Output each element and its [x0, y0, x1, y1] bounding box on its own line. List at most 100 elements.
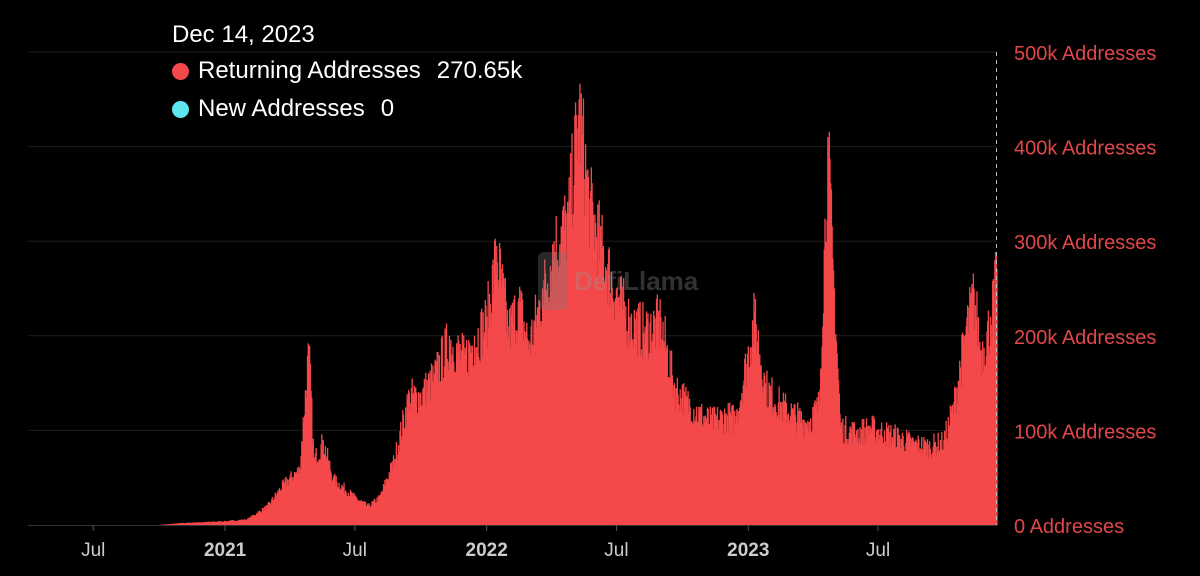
- bar: [858, 438, 861, 525]
- bar: [968, 307, 970, 525]
- bar: [388, 472, 390, 525]
- bar: [522, 340, 524, 525]
- bar: [401, 435, 403, 525]
- bar: [868, 433, 871, 525]
- bar: [535, 315, 537, 525]
- bar: [405, 426, 408, 525]
- bar: [420, 405, 423, 525]
- bar: [944, 439, 947, 525]
- bar: [493, 293, 495, 525]
- bar: [180, 523, 183, 525]
- bar: [214, 521, 216, 525]
- returning-addresses-series: [159, 83, 998, 526]
- bar: [984, 365, 986, 525]
- bar: [603, 283, 605, 525]
- bar: [181, 523, 183, 525]
- bar: [496, 245, 498, 525]
- bar: [529, 355, 532, 525]
- bar: [509, 348, 512, 525]
- bar: [718, 420, 721, 525]
- bar: [899, 448, 901, 525]
- bar: [291, 477, 293, 525]
- bar: [324, 454, 326, 525]
- bar: [460, 350, 463, 525]
- bar: [708, 423, 710, 525]
- bar: [965, 326, 967, 525]
- bar: [622, 286, 624, 525]
- tooltip-series-name: Returning Addresses: [198, 57, 421, 84]
- bar: [305, 390, 307, 525]
- bar: [456, 352, 458, 525]
- bar: [280, 491, 282, 525]
- bar: [460, 361, 462, 525]
- bar: [761, 392, 764, 525]
- bar: [837, 380, 840, 525]
- bar: [605, 267, 607, 525]
- bar: [617, 296, 620, 525]
- bar: [491, 312, 493, 525]
- bar: [881, 436, 883, 525]
- bar: [501, 264, 504, 525]
- bar: [501, 286, 503, 525]
- bar: [231, 520, 233, 525]
- bar: [758, 358, 760, 525]
- bar: [387, 478, 389, 525]
- bar: [262, 511, 264, 525]
- bar: [688, 412, 690, 525]
- bar: [180, 522, 182, 525]
- bar: [270, 503, 272, 525]
- bar: [828, 131, 830, 525]
- bar: [928, 441, 931, 525]
- bar: [770, 391, 772, 525]
- bar: [793, 404, 795, 525]
- bar: [247, 518, 249, 525]
- bar: [737, 411, 739, 525]
- bar: [868, 425, 870, 525]
- bar: [767, 407, 770, 525]
- bar: [876, 429, 878, 525]
- bar: [498, 287, 500, 525]
- bar: [693, 423, 696, 525]
- bar: [411, 378, 413, 525]
- x-tick-label: Jul: [604, 540, 628, 561]
- bar: [852, 422, 855, 525]
- bar: [228, 521, 231, 525]
- bar: [266, 506, 269, 525]
- bar: [510, 305, 512, 525]
- bar: [490, 327, 492, 525]
- bar: [722, 434, 724, 525]
- bar: [554, 281, 557, 525]
- bar: [842, 418, 844, 525]
- bar: [476, 354, 479, 525]
- bar: [586, 170, 588, 525]
- bar: [920, 454, 922, 525]
- bar: [980, 349, 982, 525]
- bar: [528, 340, 530, 525]
- defillama-logo-icon: [538, 252, 568, 310]
- bar: [292, 476, 294, 525]
- bar: [360, 500, 362, 525]
- bar: [519, 302, 522, 525]
- bar: [192, 522, 194, 525]
- bar: [417, 392, 420, 525]
- bar: [825, 242, 828, 525]
- bar: [249, 518, 251, 525]
- bar: [427, 373, 430, 525]
- watermark: DefiLlama: [538, 252, 698, 310]
- bar: [416, 412, 418, 525]
- bar: [861, 418, 863, 525]
- bar: [812, 412, 815, 525]
- bar: [454, 373, 456, 525]
- bar: [948, 426, 950, 525]
- bar: [675, 409, 677, 525]
- bar: [592, 201, 594, 525]
- bar: [286, 485, 288, 525]
- bar: [472, 365, 474, 525]
- bar: [827, 137, 829, 525]
- bar: [897, 428, 899, 525]
- bar: [936, 446, 938, 525]
- bar: [285, 476, 287, 525]
- bar: [243, 519, 245, 525]
- bar: [462, 344, 464, 525]
- bar: [539, 326, 542, 525]
